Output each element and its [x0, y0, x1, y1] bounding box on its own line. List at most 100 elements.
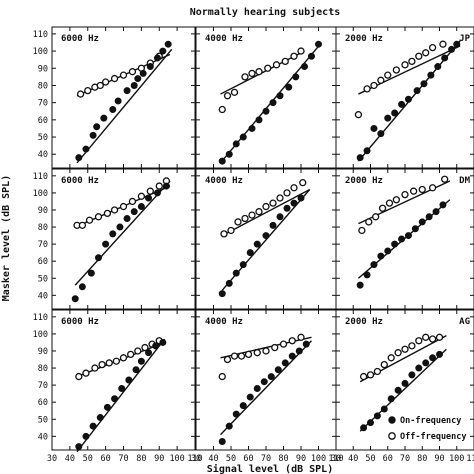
- panel-frequency-label: 2000 Hz: [345, 317, 383, 327]
- on-frequency-point: [239, 261, 247, 269]
- on-frequency-point: [404, 95, 412, 103]
- on-frequency-point: [404, 232, 412, 240]
- off-frequency-point: [377, 76, 385, 84]
- on-frequency-point: [255, 116, 263, 124]
- on-frequency-point: [301, 63, 308, 71]
- off-frequency-point: [262, 202, 270, 211]
- x-axis-label: Signal level (dB SPL): [207, 463, 333, 474]
- off-frequency-point: [230, 352, 239, 360]
- off-frequency-point: [141, 343, 149, 352]
- on-frequency-point: [315, 40, 322, 48]
- x-tick-label: 50: [83, 454, 93, 464]
- panel-7: 30 40 50 60 70 80 90 100 110 4000 Hz: [191, 309, 344, 464]
- panel-5: 2000 Hz DM: [335, 168, 474, 310]
- figure-title: Normally hearing subjects: [190, 6, 341, 18]
- on-frequency-point: [225, 279, 233, 287]
- y-tick-label: 50: [38, 415, 48, 425]
- on-frequency-point: [302, 340, 310, 348]
- off-frequency-point: [128, 68, 137, 76]
- on-frequency-point: [145, 349, 153, 357]
- x-tick-label: 40: [348, 454, 358, 464]
- on-frequency-point: [418, 218, 426, 226]
- on-frequency-point: [441, 54, 449, 62]
- on-frequency-fit-line: [76, 48, 173, 164]
- on-frequency-point: [394, 386, 402, 394]
- off-frequency-point: [392, 196, 401, 204]
- panel-frequency-label: 4000 Hz: [205, 317, 243, 327]
- off-frequency-point: [392, 66, 401, 74]
- on-frequency-point: [439, 201, 447, 209]
- panel-frequency-label: 4000 Hz: [205, 176, 243, 186]
- on-frequency-point: [109, 230, 117, 238]
- panel-subject-label: DM: [459, 176, 470, 186]
- legend-on-marker: [388, 416, 396, 424]
- on-frequency-point: [269, 99, 277, 107]
- y-tick-label: 40: [38, 432, 48, 442]
- off-frequency-point: [272, 61, 281, 69]
- on-frequency-point: [377, 130, 385, 138]
- on-frequency-point: [288, 352, 296, 360]
- off-frequency-point: [134, 347, 142, 355]
- on-frequency-point: [130, 208, 138, 216]
- off-frequency-point: [128, 197, 137, 206]
- off-frequency-point: [75, 372, 83, 381]
- off-frequency-point: [401, 190, 409, 199]
- y-tick-label: 80: [38, 223, 48, 233]
- on-frequency-point: [153, 54, 161, 62]
- on-frequency-point: [429, 354, 437, 362]
- on-frequency-fit-line: [74, 180, 171, 286]
- on-frequency-point: [363, 147, 371, 155]
- off-frequency-point: [82, 369, 90, 377]
- on-frequency-point: [139, 69, 147, 77]
- off-frequency-point: [373, 367, 382, 376]
- panel-subject-label: AG: [459, 317, 470, 327]
- on-frequency-point: [109, 106, 117, 114]
- x-tick-label: 30: [47, 454, 57, 464]
- off-frequency-point: [137, 192, 146, 200]
- y-tick-label: 110: [33, 30, 48, 40]
- y-tick-label: 80: [38, 81, 48, 91]
- off-frequency-point: [84, 86, 92, 95]
- off-frequency-fit-line: [359, 334, 447, 383]
- off-frequency-point: [241, 214, 249, 223]
- on-frequency-point: [75, 443, 83, 451]
- off-frequency-point: [94, 213, 103, 221]
- off-frequency-point: [237, 352, 246, 360]
- on-frequency-point: [384, 247, 392, 255]
- panel-frequency-label: 2000 Hz: [345, 34, 383, 44]
- x-tick-label: 40: [208, 454, 218, 464]
- y-tick-label: 40: [38, 150, 48, 160]
- x-tick-label: 50: [226, 454, 236, 464]
- y-tick-label: 60: [38, 257, 48, 267]
- on-frequency-point: [134, 75, 142, 83]
- off-frequency-point: [262, 347, 270, 355]
- on-frequency-point: [218, 157, 226, 165]
- on-frequency-point: [116, 223, 124, 231]
- off-frequency-point: [85, 216, 94, 224]
- on-frequency-point: [415, 364, 423, 372]
- on-frequency-point: [380, 405, 388, 413]
- on-frequency-point: [295, 347, 303, 355]
- off-frequency-point: [78, 221, 87, 229]
- off-frequency-point: [378, 204, 387, 212]
- y-tick-label: 110: [33, 313, 48, 323]
- off-frequency-point: [276, 194, 284, 202]
- y-tick-label: 110: [33, 172, 48, 182]
- off-frequency-point: [255, 208, 263, 216]
- on-frequency-point: [308, 52, 315, 60]
- off-frequency-point: [119, 202, 128, 211]
- on-frequency-point: [262, 232, 270, 240]
- off-frequency-point: [91, 364, 99, 372]
- off-frequency-point: [290, 52, 298, 60]
- on-frequency-point: [373, 412, 381, 420]
- panel-subject-label: JP: [459, 34, 470, 44]
- on-frequency-fit-line: [76, 338, 166, 453]
- on-frequency-point: [123, 87, 131, 95]
- y-tick-label: 60: [38, 398, 48, 408]
- on-frequency-point: [290, 199, 298, 207]
- off-frequency-point: [241, 73, 249, 81]
- panel-frequency-label: 6000 Hz: [61, 317, 99, 327]
- on-frequency-point: [218, 437, 226, 445]
- off-frequency-point: [299, 179, 307, 187]
- off-frequency-point: [380, 360, 388, 369]
